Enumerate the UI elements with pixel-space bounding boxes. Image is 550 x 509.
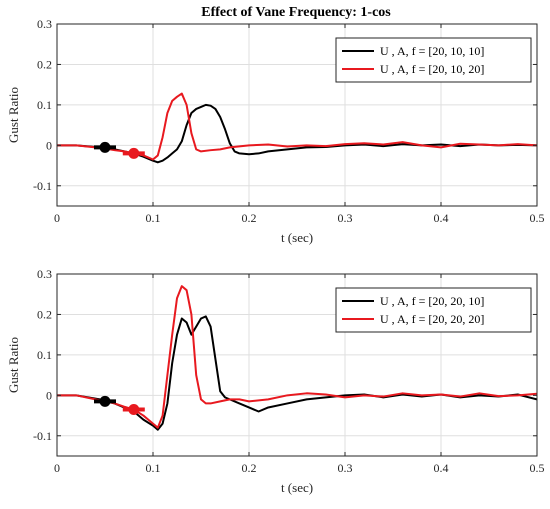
x-tick-label: 0.3: [338, 461, 353, 475]
y-axis-label: Gust Ratio: [6, 87, 21, 143]
axes-box: [56, 23, 538, 207]
x-axis-label: t (sec): [281, 480, 313, 495]
marker-point-2: [128, 403, 140, 415]
x-tick-label: 0.5: [530, 211, 545, 225]
y-tick-label: 0: [46, 138, 52, 152]
legend-label-2: U , A, f = [20, 20, 20]: [380, 312, 484, 326]
x-tick-label: 0.3: [338, 211, 353, 225]
x-tick-label: 0.2: [242, 461, 257, 475]
chart-bottom: 0 0.1 0.2 0.3 0.4 0.5 -0.1 0 0.1 0.2 0.3 t (sec) Gus…: [6, 267, 545, 495]
axes-box: [56, 273, 538, 457]
legend-label-2: U , A, f = [20, 10, 20]: [380, 62, 484, 76]
chart-top: 0 0.1 0.2 0.3 0.4 0.5 -0.1 0 0.1 0.2 0.3 t (sec) Gus…: [6, 17, 545, 245]
x-axis-label: t (sec): [281, 230, 313, 245]
x-tick-label: 0: [54, 461, 60, 475]
y-tick-label: 0.2: [37, 57, 52, 71]
x-tick-label: 0.5: [530, 461, 545, 475]
y-tick-label: 0: [46, 388, 52, 402]
marker-point-2: [128, 147, 140, 159]
x-tick-label: 0: [54, 211, 60, 225]
y-tick-label: 0.3: [37, 267, 52, 281]
y-tick-label: 0.1: [37, 98, 52, 112]
x-tick-label: 0.4: [434, 211, 449, 225]
x-tick-label: 0.1: [146, 461, 161, 475]
x-tick-label: 0.2: [242, 211, 257, 225]
y-tick-label: -0.1: [33, 429, 52, 443]
y-tick-label: 0.3: [37, 17, 52, 31]
marker-point-1: [99, 395, 111, 407]
marker-point-1: [99, 141, 111, 153]
legend-box: [335, 287, 532, 333]
legend-label-1: U , A, f = [20, 10, 10]: [380, 44, 484, 58]
x-tick-label: 0.1: [146, 211, 161, 225]
figure-title: Effect of Vane Frequency: 1-cos: [201, 5, 391, 20]
legend-label-1: U , A, f = [20, 20, 10]: [380, 294, 484, 308]
y-tick-label: 0.1: [37, 348, 52, 362]
y-tick-label: 0.2: [37, 307, 52, 321]
y-tick-label: -0.1: [33, 179, 52, 193]
series-line-1: [57, 103, 537, 164]
series-line-1: [57, 315, 537, 431]
y-axis-label: Gust Ratio: [6, 337, 21, 393]
x-tick-label: 0.4: [434, 461, 449, 475]
legend-box: [335, 37, 532, 83]
series-line-2: [57, 285, 537, 429]
